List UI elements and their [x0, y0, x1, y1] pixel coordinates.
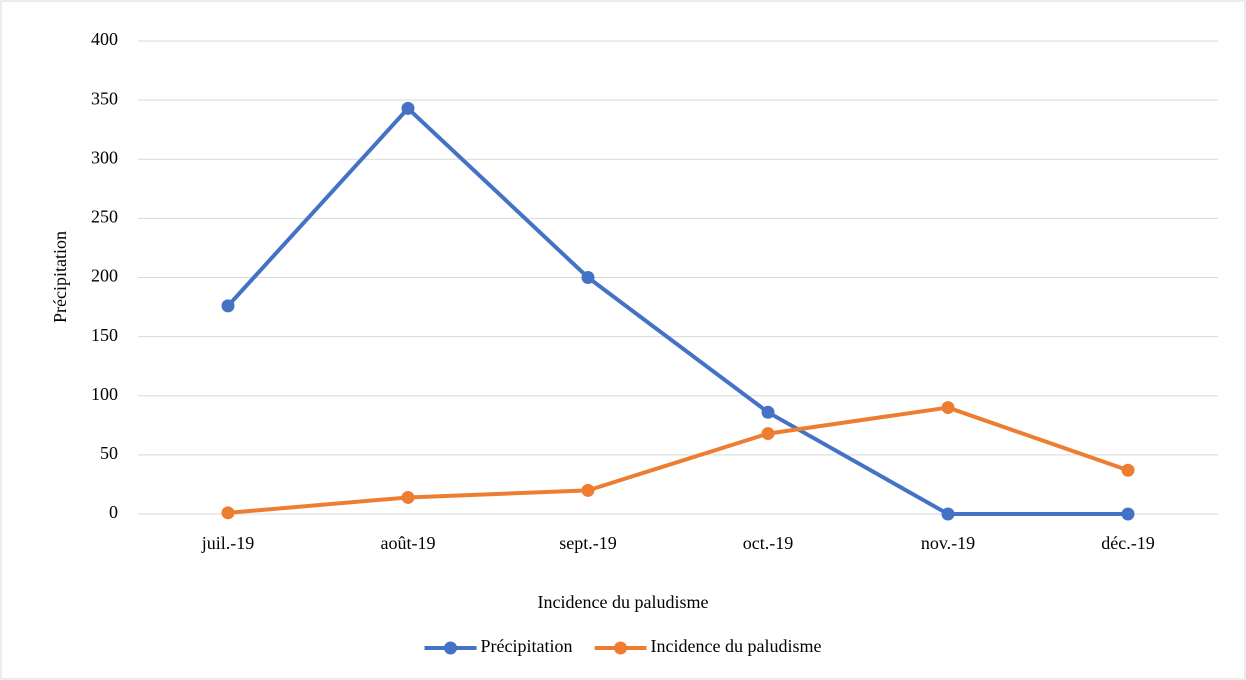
legend-marker [444, 641, 458, 655]
legend-label: Précipitation [481, 636, 573, 656]
x-tick-label: déc.-19 [1101, 533, 1154, 553]
data-point [221, 506, 235, 520]
data-point [761, 427, 775, 441]
x-tick-label: oct.-19 [743, 533, 793, 553]
y-tick-label: 50 [100, 443, 118, 463]
x-axis-label: Incidence du paludisme [538, 592, 709, 612]
data-point [401, 101, 415, 115]
x-tick-label: nov.-19 [921, 533, 975, 553]
data-point [1121, 507, 1135, 521]
y-tick-label: 0 [109, 502, 118, 522]
y-tick-label: 150 [91, 325, 118, 345]
y-tick-label: 200 [91, 266, 118, 286]
x-tick-label: sept.-19 [559, 533, 617, 553]
y-tick-label: 350 [91, 88, 118, 108]
x-tick-label: août-19 [381, 533, 436, 553]
data-point [401, 490, 415, 504]
data-point [581, 271, 595, 284]
series-line [226, 106, 1128, 516]
data-point [941, 401, 955, 415]
y-tick-label: 400 [91, 29, 118, 49]
data-point [1121, 463, 1135, 477]
data-point [581, 483, 595, 497]
data-point [221, 299, 235, 313]
data-point [761, 405, 775, 419]
series-line [227, 405, 1129, 515]
y-axis-label: Précipitation [50, 231, 70, 323]
y-tick-label: 250 [91, 207, 118, 227]
y-tick-label: 100 [91, 384, 118, 404]
legend-marker [614, 641, 628, 655]
legend-label: Incidence du paludisme [651, 636, 822, 656]
data-point [941, 507, 955, 521]
x-tick-label: juil.-19 [201, 533, 255, 553]
y-tick-label: 300 [91, 147, 118, 167]
